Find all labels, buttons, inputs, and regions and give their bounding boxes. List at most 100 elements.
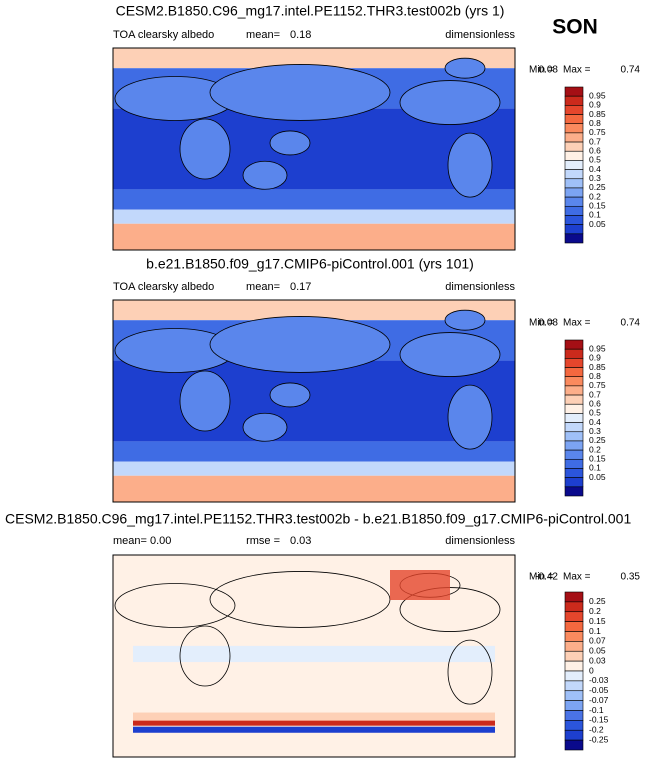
stat-value: 0.17 <box>290 281 311 293</box>
stat-label: mean= <box>246 29 280 41</box>
colorbar-box <box>564 233 584 244</box>
colorbar-label: 0.7 <box>589 389 601 399</box>
colorbar-box <box>564 150 584 161</box>
colorbar-label: 0.07 <box>589 636 606 646</box>
colorbar-label: 0.2 <box>589 606 601 616</box>
land <box>179 370 231 432</box>
colorbar-label: 0.95 <box>589 90 606 100</box>
min-label: Min = <box>529 572 554 583</box>
colorbar-label: 0.15 <box>589 616 606 626</box>
map-band <box>113 441 515 462</box>
colorbar-box <box>564 105 584 115</box>
colorbar-box <box>564 385 584 396</box>
colorbar-box <box>564 394 584 405</box>
land <box>444 57 486 79</box>
colorbar-box <box>564 739 584 751</box>
map-band <box>113 48 515 69</box>
colorbar-label: 0.8 <box>589 371 601 381</box>
map-band <box>113 300 515 321</box>
map-band <box>113 209 515 224</box>
colorbar-label: 0.3 <box>589 173 601 183</box>
colorbar-box <box>564 641 584 652</box>
colorbar-label: 0.4 <box>589 164 601 174</box>
land <box>269 130 311 156</box>
colorbar-label: 0.4 <box>589 417 601 427</box>
map <box>112 299 516 503</box>
stat-label: mean= <box>246 281 280 293</box>
colorbar-box <box>564 95 584 106</box>
colorbar-label: 0.25 <box>589 182 606 192</box>
colorbar-label: -0.15 <box>589 715 609 725</box>
min-label: Min = <box>529 318 554 329</box>
land <box>447 639 493 705</box>
colorbar-label: 0.6 <box>589 398 601 408</box>
panel-title: CESM2.B1850.C96_mg17.intel.PE1152.THR3.t… <box>5 511 631 527</box>
land <box>447 132 493 198</box>
max-label: Max = <box>563 572 591 583</box>
colorbar-box <box>564 700 584 711</box>
colorbar-label: 0.9 <box>589 353 601 363</box>
min-value: 0.08 <box>539 65 559 76</box>
colorbar-box <box>564 348 584 359</box>
colorbar-box <box>564 440 584 451</box>
colorbar-box <box>564 729 584 741</box>
colorbar-label: 0.8 <box>589 118 601 128</box>
map-band <box>133 645 495 663</box>
units: dimensionless <box>445 535 515 547</box>
colorbar-box <box>564 215 584 225</box>
colorbar-label: 0.2 <box>589 191 601 201</box>
colorbar-box <box>564 431 584 442</box>
colorbar-box <box>564 631 584 642</box>
colorbar-box <box>564 339 584 350</box>
colorbar-label: 0.85 <box>589 362 606 372</box>
colorbar-box <box>564 449 584 460</box>
colorbar-box <box>564 413 584 423</box>
season: SON <box>552 16 598 39</box>
colorbar-label: 0.05 <box>589 646 606 656</box>
colorbar-box <box>564 468 584 478</box>
colorbar-label: 0.75 <box>589 127 606 137</box>
colorbar-box <box>564 670 584 682</box>
colorbar-box <box>564 114 584 125</box>
colorbar-box <box>564 178 584 189</box>
panel-left-label: mean= 0.00 <box>113 535 171 547</box>
colorbar-box <box>564 458 584 469</box>
colorbar-box <box>564 376 584 387</box>
max-value: 0.74 <box>621 318 641 329</box>
colorbar-box <box>564 123 584 134</box>
colorbar-label: 0.3 <box>589 426 601 436</box>
anomaly <box>390 570 450 600</box>
colorbar-label: 0 <box>589 665 594 675</box>
map <box>112 554 516 758</box>
map-frame <box>112 47 516 251</box>
colorbar-label: -0.05 <box>589 685 609 695</box>
colorbar-label: 0.15 <box>589 201 606 211</box>
colorbar-label: 0.05 <box>589 219 606 229</box>
colorbar-box <box>564 205 584 216</box>
colorbar-label: 0.1 <box>589 626 601 636</box>
map-frame <box>112 554 516 758</box>
colorbar-label: 0.05 <box>589 472 606 482</box>
colorbar-box <box>564 621 584 632</box>
colorbar-box <box>564 367 584 378</box>
land <box>114 583 236 628</box>
map-band <box>133 726 495 733</box>
colorbar-box <box>564 422 584 433</box>
colorbar-label: 0.7 <box>589 136 601 146</box>
colorbar-label: -0.1 <box>589 705 604 715</box>
colorbar-label: 0.15 <box>589 454 606 464</box>
colorbar-box <box>564 196 584 207</box>
max-value: 0.74 <box>621 65 641 76</box>
panel-title: CESM2.B1850.C96_mg17.intel.PE1152.THR3.t… <box>116 3 505 19</box>
map-band <box>113 461 515 476</box>
panel-left-label: TOA clearsky albedo <box>113 29 214 41</box>
colorbar-label: 0.5 <box>589 408 601 418</box>
colorbar-label: 0.6 <box>589 145 601 155</box>
map-band <box>133 720 495 726</box>
land <box>179 625 231 687</box>
colorbar-label: 0.75 <box>589 380 606 390</box>
stat-value: 0.03 <box>290 535 311 547</box>
colorbar-box <box>564 591 584 603</box>
colorbar-label: 0.85 <box>589 109 606 119</box>
